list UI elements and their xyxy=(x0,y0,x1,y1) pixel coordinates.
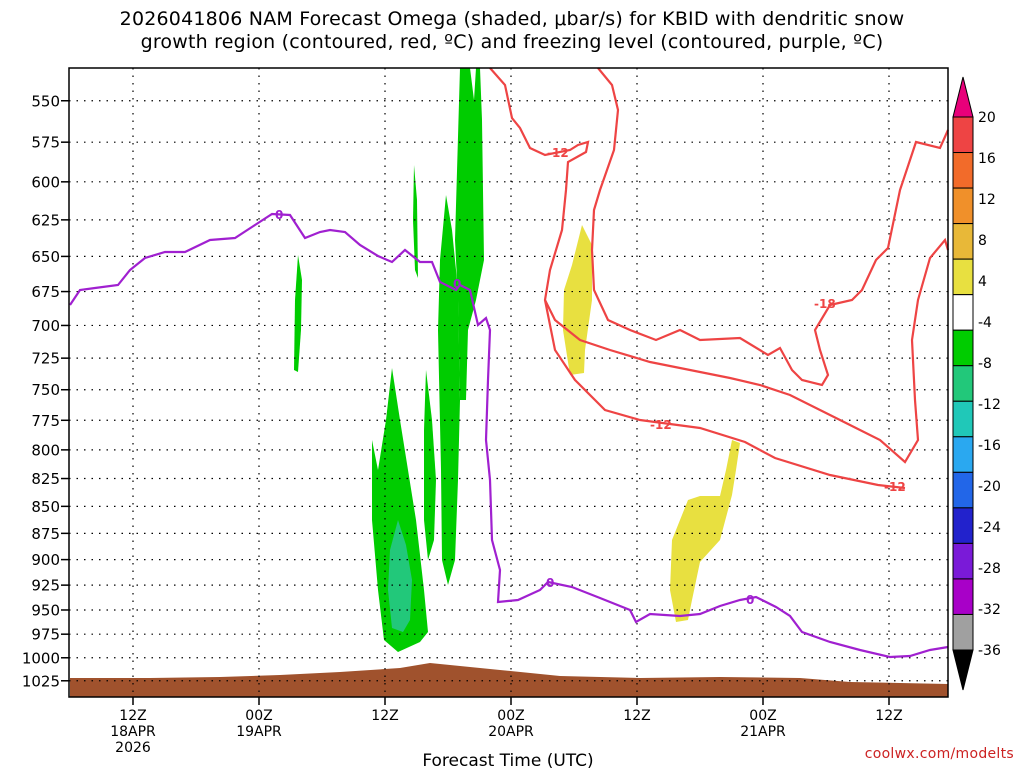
terrain-fill xyxy=(70,663,948,697)
colorbar-label: -36 xyxy=(978,643,1001,659)
colorbar-label: 4 xyxy=(978,274,987,290)
colorbar-swatch xyxy=(952,400,974,438)
dendritic-contour-lower xyxy=(590,67,950,387)
colorbar-top-arrow xyxy=(952,76,974,118)
colorbar-swatch xyxy=(952,365,974,402)
freezing-level-contour xyxy=(69,212,949,659)
freezing-label-2: 0 xyxy=(453,277,461,291)
chart-title-line1: 2026041806 NAM Forecast Omega (shaded, μ… xyxy=(119,8,905,30)
freezing-label-3: 0 xyxy=(546,576,554,590)
y-tick-label: 875 xyxy=(31,525,60,543)
y-tick-label: 975 xyxy=(31,626,60,644)
colorbar-swatch xyxy=(952,578,974,615)
colorbar-swatch xyxy=(952,613,974,651)
dendritic-contour-upper xyxy=(489,67,950,464)
colorbar: 20 16 12 8 4 -4 -8 -12 -16 -20 -24 -28 -32 -36 xyxy=(952,76,1001,691)
y-tick-label: 850 xyxy=(31,498,60,516)
colorbar-swatch xyxy=(952,223,974,260)
colorbar-swatch xyxy=(952,436,974,473)
y-tick-label: 1025 xyxy=(22,672,60,690)
chart-title-line2: growth region (contoured, red, ºC) and f… xyxy=(140,31,884,53)
chart-title: 2026041806 NAM Forecast Omega (shaded, μ… xyxy=(0,8,1024,54)
dendritic-contours xyxy=(489,67,950,490)
colorbar-swatch xyxy=(952,187,974,225)
y-tick-label: 775 xyxy=(31,412,60,430)
y-tick-label: 650 xyxy=(31,248,60,266)
x-axis-label: Forecast Time (UTC) xyxy=(422,751,593,768)
omega-neg4-area-4 xyxy=(438,195,460,585)
x-tick-label: 19APR xyxy=(236,724,282,740)
colorbar-swatch xyxy=(952,294,974,331)
x-tick-label: 12Z xyxy=(371,708,398,724)
colorbar-swatch xyxy=(952,471,974,509)
colorbar-label: -12 xyxy=(978,397,1001,413)
omega-neg8-area-1 xyxy=(388,520,412,632)
x-tick-label: 00Z xyxy=(749,708,776,724)
y-tick-label: 825 xyxy=(31,470,60,488)
y-tick-label: 925 xyxy=(31,577,60,595)
dendritic-label-2: -12 xyxy=(650,418,672,432)
colorbar-label: -32 xyxy=(978,602,1001,618)
y-tick-label: 675 xyxy=(31,283,60,301)
credit-text: coolwx.com/modelts xyxy=(864,746,1014,762)
omega-neg4-area-5 xyxy=(372,368,428,652)
colorbar-swatch xyxy=(952,507,974,544)
y-tick-label: 800 xyxy=(31,441,60,459)
colorbar-label: -16 xyxy=(978,438,1001,454)
y-tick-label: 725 xyxy=(31,350,60,368)
x-tick-label: 21APR xyxy=(740,724,786,740)
omega-neg4-area-3 xyxy=(455,68,484,400)
freezing-label-4: 0 xyxy=(746,593,754,607)
y-tick-label: 950 xyxy=(31,601,60,619)
x-tick-label: 20APR xyxy=(488,724,534,740)
omega-shading xyxy=(294,68,740,652)
omega-neg4-area-1 xyxy=(294,255,302,372)
colorbar-swatch xyxy=(952,329,974,367)
colorbar-bottom-arrow xyxy=(952,649,974,691)
x-tick-label: 12Z xyxy=(119,708,146,724)
colorbar-label: -8 xyxy=(978,356,992,372)
omega-neg4-area-6 xyxy=(424,370,436,560)
contour-labels: -12 -12 -12 -18 0 0 0 0 xyxy=(275,146,906,607)
dendritic-label-3: -12 xyxy=(884,480,906,494)
colorbar-swatch xyxy=(952,152,974,189)
y-tick-label: 1000 xyxy=(22,649,60,667)
y-tick-label: 575 xyxy=(31,134,60,152)
y-tick-label: 550 xyxy=(31,92,60,110)
colorbar-swatch xyxy=(952,116,974,154)
colorbar-swatch xyxy=(952,258,974,296)
y-axis: 550 575 600 625 650 675 700 725 750 775 800 825 850 8… xyxy=(22,92,69,690)
y-tick-label: 625 xyxy=(31,211,60,229)
colorbar-label: 12 xyxy=(978,192,996,208)
x-tick-label: 00Z xyxy=(245,708,272,724)
freezing-label-1: 0 xyxy=(275,208,283,222)
colorbar-label: 16 xyxy=(978,151,996,167)
colorbar-label: -20 xyxy=(978,479,1001,495)
y-tick-label: 600 xyxy=(31,173,60,191)
x-tick-label: 18APR xyxy=(110,724,156,740)
omega-neg4-area-2 xyxy=(413,165,418,278)
x-tick-label: 2026 xyxy=(115,740,151,756)
dendritic-label-1: -12 xyxy=(547,146,569,160)
x-tick-label: 00Z xyxy=(497,708,524,724)
colorbar-label: 8 xyxy=(978,233,987,249)
omega-pos4-area-2 xyxy=(670,440,740,622)
colorbar-swatch xyxy=(952,542,974,580)
y-tick-label: 900 xyxy=(31,551,60,569)
y-tick-label: 750 xyxy=(31,381,60,399)
dendritic-label-4: -18 xyxy=(814,297,836,311)
y-tick-label: 700 xyxy=(31,317,60,335)
colorbar-label: -28 xyxy=(978,561,1001,577)
dendritic-contour-mid xyxy=(543,299,906,490)
plot-frame xyxy=(68,67,949,698)
colorbar-label: -24 xyxy=(978,520,1001,536)
colorbar-label: 20 xyxy=(978,110,996,126)
x-tick-label: 12Z xyxy=(623,708,650,724)
x-tick-label: 12Z xyxy=(875,708,902,724)
omega-pos4-area-1 xyxy=(563,225,592,375)
colorbar-label: -4 xyxy=(978,315,992,331)
